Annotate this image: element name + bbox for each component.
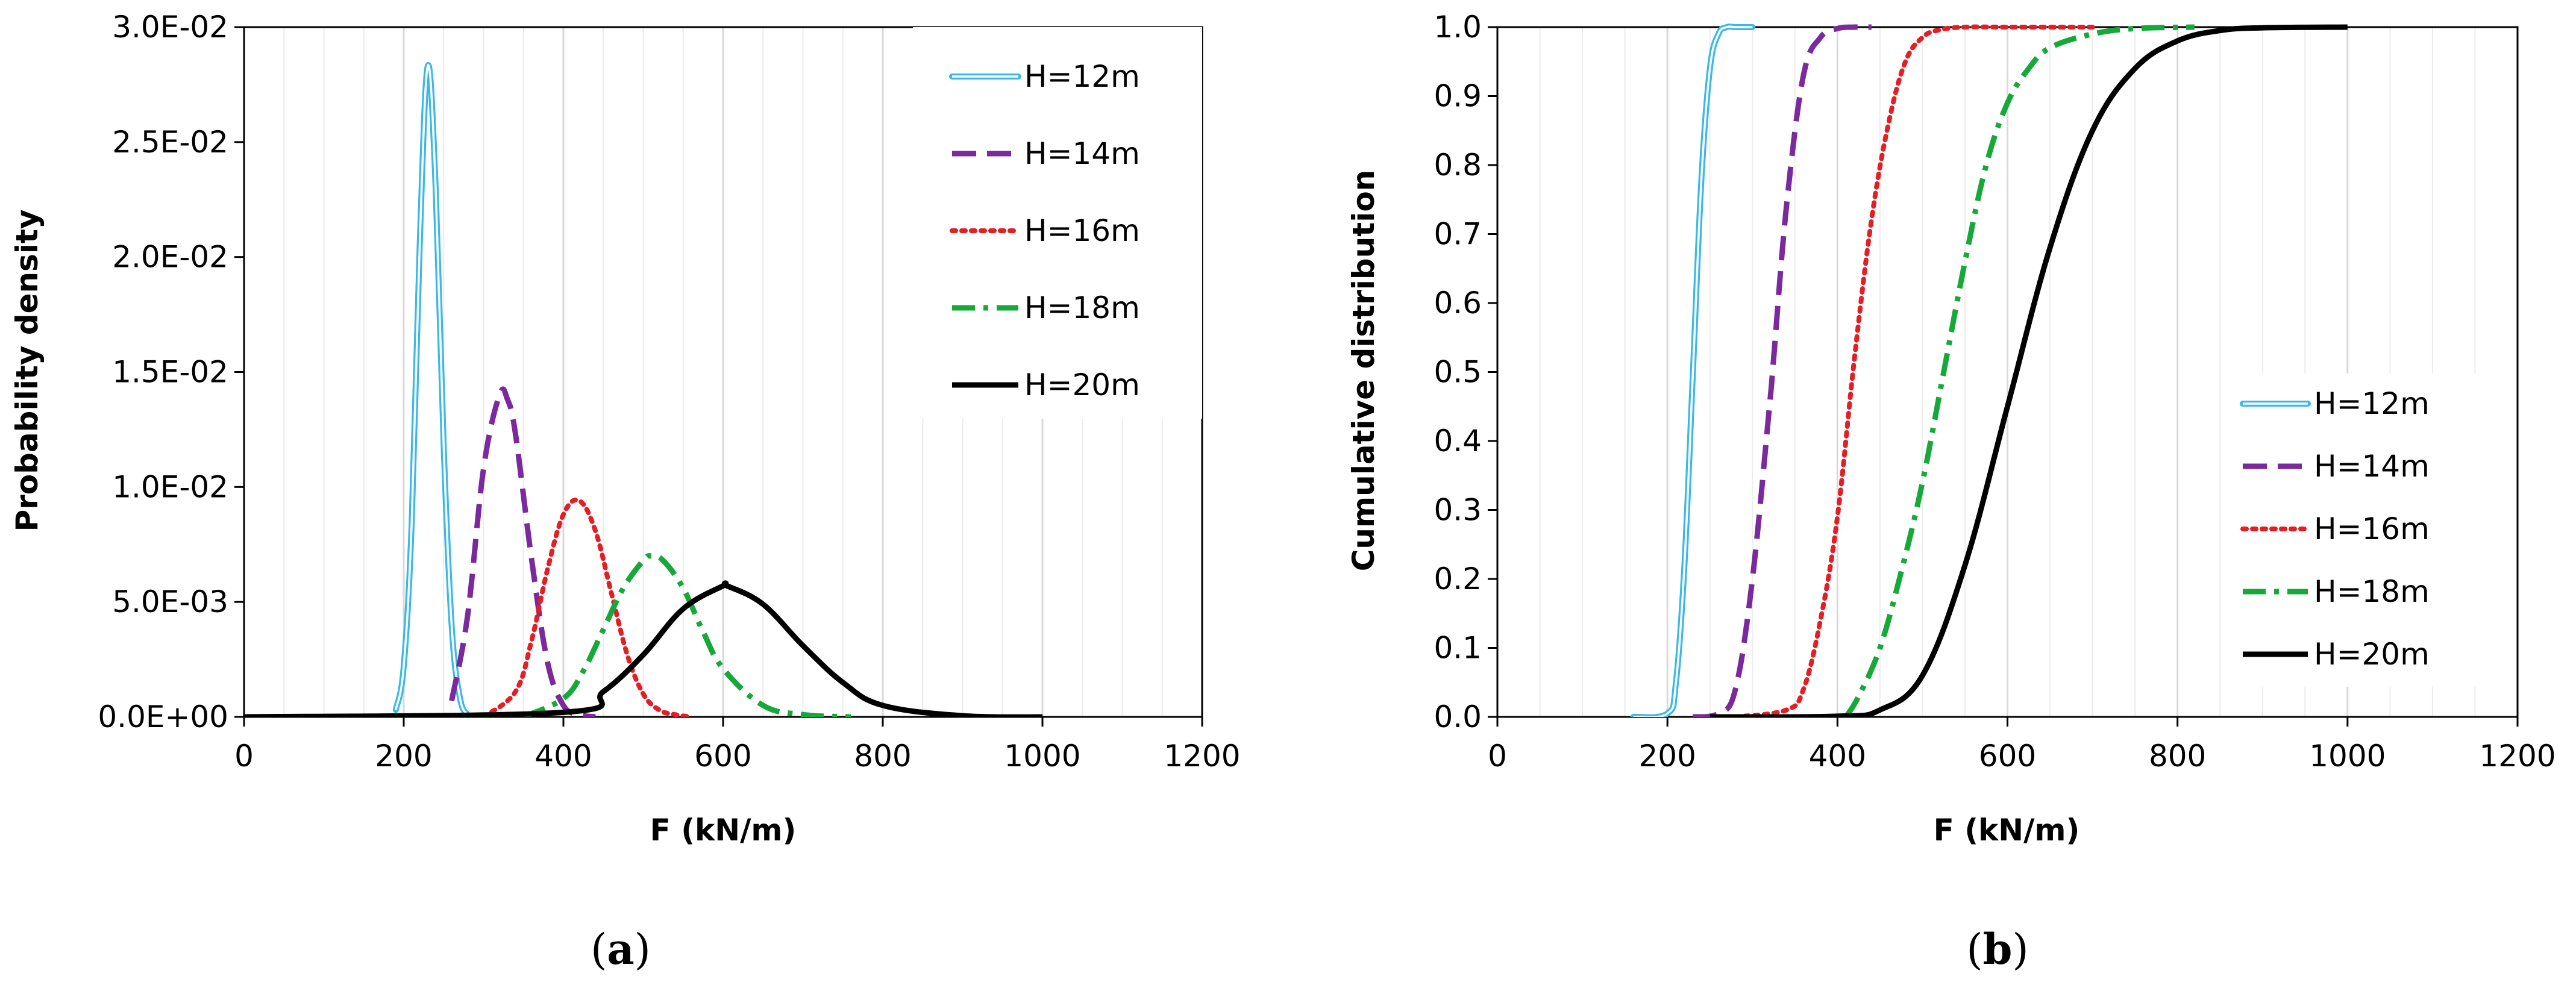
x-axis-title: F (kN/m) — [650, 813, 797, 848]
panel-label: (b) — [1966, 924, 2029, 974]
y-tick-label: 0.5 — [1434, 355, 1482, 390]
y-tick-label: 1.0E-02 — [112, 469, 228, 504]
x-tick-label: 800 — [2149, 739, 2206, 774]
legend-label: H=12m — [1024, 59, 1140, 94]
legend-label: H=14m — [2314, 449, 2430, 484]
x-tick-label: 400 — [534, 739, 592, 774]
y-tick-label: 0.9 — [1434, 79, 1482, 114]
legend-label: H=18m — [2314, 574, 2430, 609]
y-tick-label: 0.3 — [1434, 493, 1482, 528]
x-tick-label: 600 — [1979, 739, 2036, 774]
chart-panel-b: 0 200 400 600 800 1000 1200 0.0 0.1 0.2 0.3 0.4 0.5 0… — [1346, 10, 2556, 974]
x-axis-title: F (kN/m) — [1934, 813, 2080, 848]
series-line-h-18m — [522, 553, 851, 717]
series-line-h-18m — [1843, 24, 2195, 717]
series-group — [244, 62, 1043, 717]
y-tick-label: 1.5E-02 — [112, 355, 228, 390]
series-line-h-12m — [392, 62, 487, 717]
series-line-h-20m — [1709, 24, 2348, 717]
panel-label: (a) — [591, 924, 651, 974]
y-tick-label: 0.7 — [1434, 217, 1482, 252]
y-tick-label: 0.4 — [1434, 424, 1482, 458]
x-tick-label: 600 — [694, 739, 751, 774]
series-line-h-14m — [1692, 24, 1872, 717]
legend-label: H=20m — [1024, 367, 1140, 402]
y-tick-label: 1.0 — [1434, 10, 1482, 45]
y-tick-label: 3.0E-02 — [112, 10, 228, 45]
legend-label: H=16m — [2314, 511, 2430, 546]
legend-label: H=14m — [1024, 136, 1140, 171]
series-line-h-20m — [244, 580, 1043, 717]
series-line-inner-h-12m — [395, 64, 484, 717]
series-group — [1630, 23, 2348, 717]
legend-label: H=20m — [2314, 637, 2430, 672]
legend-label: H=18m — [1024, 290, 1140, 325]
series-line-inner-h-12m — [1633, 25, 1753, 717]
x-tick-label: 1000 — [1004, 739, 1080, 774]
x-tick-label: 1200 — [1164, 739, 1240, 774]
y-tick-label: 5.0E-03 — [112, 584, 228, 619]
y-tick-label: 0.0 — [1434, 699, 1482, 734]
y-tick-label: 0.8 — [1434, 148, 1482, 183]
x-tick-label: 1200 — [2479, 739, 2556, 774]
x-tick-label: 1000 — [2309, 739, 2386, 774]
y-tick-label: 2.0E-02 — [112, 240, 228, 275]
y-axis-title: Cumulative distribution — [1346, 170, 1381, 572]
y-tick-label: 0.2 — [1434, 561, 1482, 596]
y-tick-label: 2.5E-02 — [112, 125, 228, 160]
x-tick-label: 200 — [375, 739, 432, 774]
chart-panel-a: 0 200 400 600 800 1000 1200 0.0E+00 5.0E-03 1.0E-… — [10, 10, 1241, 974]
x-tick-label: 0 — [1488, 739, 1507, 774]
legend-label: H=16m — [1024, 213, 1140, 248]
series-line-h-16m — [1733, 24, 2095, 717]
y-tick-label: 0.6 — [1434, 286, 1482, 320]
series-line-h-16m — [481, 497, 694, 717]
y-tick-label: 0.0E+00 — [98, 699, 228, 734]
y-tick-label: 0.1 — [1434, 631, 1482, 666]
y-axis-title: Probability density — [10, 210, 45, 532]
legend-box — [913, 27, 1202, 419]
series-line-h-14m — [449, 386, 596, 717]
legend-label: H=12m — [2314, 386, 2430, 421]
x-tick-label: 400 — [1809, 739, 1866, 774]
x-tick-label: 800 — [854, 739, 911, 774]
x-tick-label: 200 — [1638, 739, 1696, 774]
x-tick-label: 0 — [234, 739, 254, 774]
